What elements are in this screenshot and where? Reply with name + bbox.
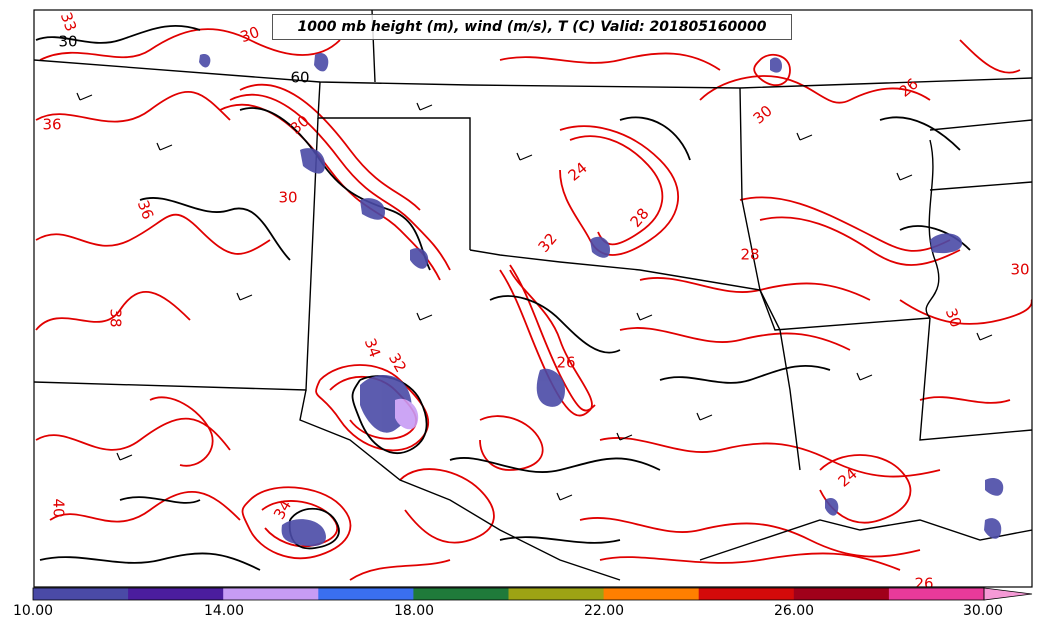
- colorbar-tick-label: 26.00: [773, 603, 815, 619]
- colorbar-tick-labels: 10.00 14.00 18.00 22.00 26.00 30.00: [0, 603, 1041, 627]
- contour-label: 36: [42, 116, 61, 134]
- colorbar-segment: [508, 588, 605, 600]
- colorbar-segment: [698, 588, 795, 600]
- contour-label: 30: [942, 306, 965, 330]
- contour-label: 36: [134, 198, 157, 222]
- contour-label: 38: [107, 308, 125, 327]
- contour-label: 30: [1010, 261, 1029, 279]
- contour-label: 30: [238, 23, 262, 46]
- map-title: 1000 mb height (m), wind (m/s), T (C) Va…: [272, 14, 792, 40]
- map-frame: [33, 9, 1033, 588]
- colorbar-segment: [128, 588, 224, 600]
- contour-label: 60: [290, 69, 309, 87]
- colorbar-tick-label: 22.00: [583, 603, 625, 619]
- colorbar-tick-label: 14.00: [203, 603, 245, 619]
- colorbar-segment: [603, 588, 700, 600]
- colorbar-tick-label: 18.00: [393, 603, 435, 619]
- colorbar-outline: [32, 587, 985, 601]
- contour-label: 33: [57, 10, 80, 34]
- colorbar: [32, 587, 1033, 601]
- contour-label: 28: [740, 246, 759, 264]
- colorbar-extend-arrow: [983, 587, 1033, 601]
- contour-label: 26: [556, 354, 575, 372]
- colorbar-segment: [318, 588, 414, 600]
- contour-label: 26: [914, 575, 933, 593]
- contour-label: 34: [361, 336, 384, 360]
- contour-label: 30: [278, 189, 297, 207]
- contour-label: 40: [50, 498, 68, 517]
- precipitation-areas: [199, 53, 1004, 547]
- height-contours: [35, 24, 971, 571]
- colorbar-segment: [223, 588, 319, 600]
- colorbar-segment: [793, 588, 890, 600]
- colorbar-tick-label: 10.00: [12, 603, 54, 619]
- state-boundaries: [34, 10, 1032, 581]
- colorbar-tick-label: 30.00: [962, 603, 1004, 619]
- wind-barbs: [76, 92, 993, 501]
- contour-label: 30: [58, 33, 77, 51]
- colorbar-segment: [33, 588, 129, 600]
- colorbar-segment: [888, 588, 985, 600]
- colorbar-segment: [413, 588, 509, 600]
